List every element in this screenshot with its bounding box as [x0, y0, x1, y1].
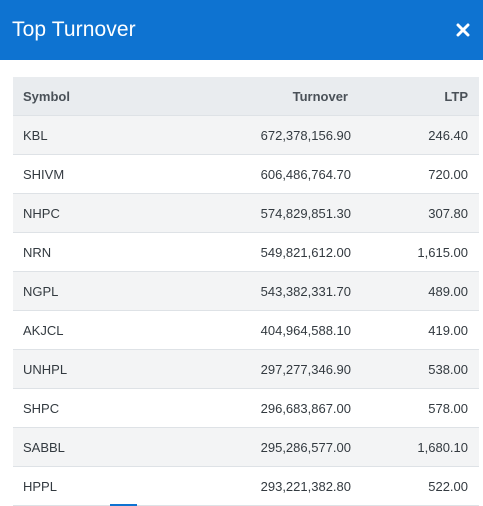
close-button[interactable]	[443, 0, 483, 60]
table-body: KBL 672,378,156.90 246.40 SHIVM 606,486,764.…	[13, 115, 479, 506]
cell-turnover: 543,382,331.70	[173, 271, 351, 311]
cell-turnover: 549,821,612.00	[173, 232, 351, 272]
cell-turnover: 574,829,851.30	[173, 193, 351, 233]
table-row[interactable]: SHIVM 606,486,764.70 720.00	[13, 154, 479, 194]
table-row[interactable]: KBL 672,378,156.90 246.40	[13, 115, 479, 155]
cell-ltp: 578.00	[351, 388, 479, 428]
cell-turnover: 296,683,867.00	[173, 388, 351, 428]
cell-turnover: 293,221,382.80	[173, 466, 351, 506]
table-row[interactable]: SABBL 295,286,577.00 1,680.10	[13, 427, 479, 467]
cell-symbol: KBL	[13, 115, 173, 155]
column-header-symbol: Symbol	[13, 77, 173, 116]
cell-turnover: 295,286,577.00	[173, 427, 351, 467]
cell-turnover: 297,277,346.90	[173, 349, 351, 389]
scroll-indicator[interactable]	[110, 504, 137, 506]
close-icon	[456, 23, 470, 37]
table-row[interactable]: NGPL 543,382,331.70 489.00	[13, 271, 479, 311]
cell-symbol: SHIVM	[13, 154, 173, 194]
column-header-turnover: Turnover	[173, 77, 351, 116]
turnover-table-container: Symbol Turnover LTP KBL 672,378,156.90 246…	[13, 77, 479, 506]
cell-symbol: SHPC	[13, 388, 173, 428]
cell-ltp: 1,680.10	[351, 427, 479, 467]
cell-ltp: 522.00	[351, 466, 479, 506]
cell-turnover: 672,378,156.90	[173, 115, 351, 155]
cell-symbol: NGPL	[13, 271, 173, 311]
cell-ltp: 246.40	[351, 115, 479, 155]
cell-symbol: NHPC	[13, 193, 173, 233]
cell-ltp: 538.00	[351, 349, 479, 389]
cell-turnover: 404,964,588.10	[173, 310, 351, 350]
table-header: Symbol Turnover LTP	[13, 77, 479, 116]
modal-header: Top Turnover	[0, 0, 483, 60]
cell-ltp: 307.80	[351, 193, 479, 233]
cell-ltp: 1,615.00	[351, 232, 479, 272]
column-header-ltp: LTP	[351, 77, 479, 116]
cell-ltp: 419.00	[351, 310, 479, 350]
table-row[interactable]: NRN 549,821,612.00 1,615.00	[13, 232, 479, 272]
cell-turnover: 606,486,764.70	[173, 154, 351, 194]
cell-symbol: AKJCL	[13, 310, 173, 350]
table-header-row: Symbol Turnover LTP	[13, 77, 479, 116]
modal-title: Top Turnover	[12, 18, 136, 41]
cell-symbol: UNHPL	[13, 349, 173, 389]
table-row[interactable]: HPPL 293,221,382.80 522.00	[13, 466, 479, 506]
turnover-table: Symbol Turnover LTP KBL 672,378,156.90 246…	[13, 77, 479, 506]
table-row[interactable]: NHPC 574,829,851.30 307.80	[13, 193, 479, 233]
table-row[interactable]: AKJCL 404,964,588.10 419.00	[13, 310, 479, 350]
cell-symbol: SABBL	[13, 427, 173, 467]
cell-ltp: 489.00	[351, 271, 479, 311]
table-row[interactable]: SHPC 296,683,867.00 578.00	[13, 388, 479, 428]
table-row[interactable]: UNHPL 297,277,346.90 538.00	[13, 349, 479, 389]
cell-symbol: NRN	[13, 232, 173, 272]
cell-symbol: HPPL	[13, 466, 173, 506]
cell-ltp: 720.00	[351, 154, 479, 194]
